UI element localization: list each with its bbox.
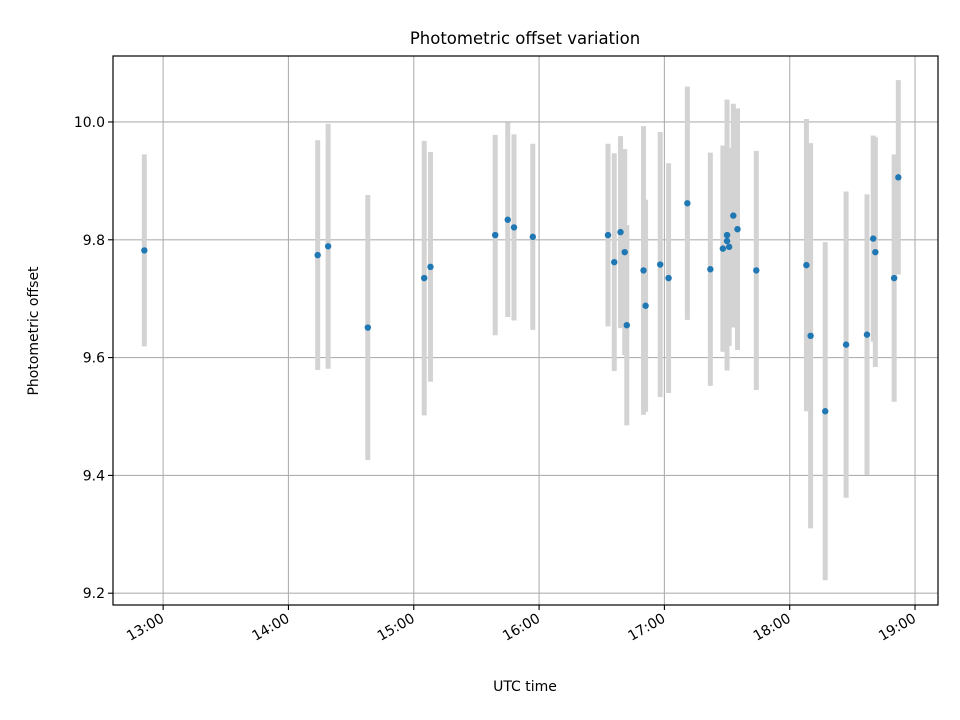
data-point [890, 274, 898, 282]
data-point [640, 267, 647, 274]
data-point [730, 212, 737, 219]
data-point [872, 248, 879, 256]
y-tick-label: 9.8 [83, 233, 105, 249]
data-point [623, 321, 630, 329]
data-point [807, 332, 814, 340]
data-point [665, 274, 672, 282]
data-point [504, 216, 511, 223]
data-point [604, 231, 612, 239]
data-point [611, 258, 618, 266]
data-point [141, 247, 148, 254]
data-point [621, 248, 628, 256]
plot-frame [112, 55, 939, 606]
data-point [723, 231, 731, 239]
y-axis-ticks: 9.2 9.4 9.6 9.8 10.0 [74, 115, 113, 602]
data-point [725, 243, 733, 251]
data-point [421, 274, 428, 282]
data-point [364, 324, 372, 331]
chart-title: Photometric offset variation [410, 29, 640, 48]
data-points [141, 174, 902, 415]
data-point [510, 224, 518, 231]
y-tick-label: 9.2 [83, 586, 105, 602]
y-tick-label: 9.6 [83, 351, 105, 367]
data-point [895, 174, 902, 181]
y-axis-label: Photometric offset [26, 266, 42, 396]
data-point [723, 237, 731, 245]
data-point [803, 261, 810, 269]
grid [113, 56, 938, 605]
data-point [314, 251, 321, 259]
data-point [684, 200, 691, 207]
data-point [617, 228, 624, 236]
y-tick-label: 9.4 [83, 468, 105, 484]
data-point [642, 302, 649, 309]
data-point [870, 235, 877, 242]
data-point [324, 243, 332, 250]
data-point [492, 231, 499, 239]
data-point [529, 233, 537, 241]
data-point [707, 266, 714, 273]
data-point [822, 408, 829, 415]
data-point [734, 225, 741, 233]
data-point [842, 341, 850, 348]
data-point [427, 263, 434, 271]
data-point [657, 261, 664, 268]
data-point [719, 245, 727, 252]
x-axis-label: UTC time [493, 679, 557, 695]
data-point [753, 267, 760, 274]
y-tick-label: 10.0 [74, 115, 105, 131]
data-point [863, 331, 871, 338]
